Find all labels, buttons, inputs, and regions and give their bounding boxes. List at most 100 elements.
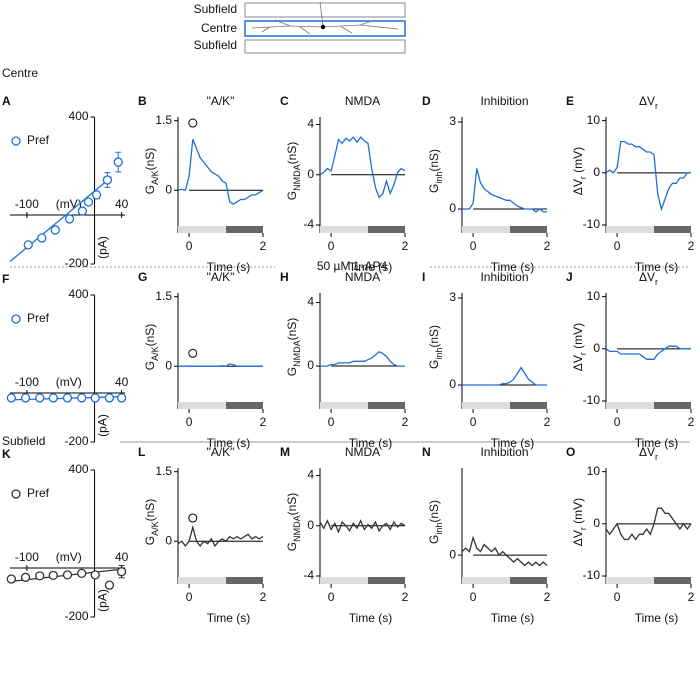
- x-tick-label: 2: [402, 415, 409, 429]
- trace: [605, 507, 692, 541]
- x-axis-label: Time (s): [207, 611, 251, 625]
- panel-letter: I: [422, 270, 425, 284]
- y-axis-label-part: G: [143, 185, 157, 194]
- legend-label: Pref: [27, 311, 50, 325]
- x-tick-label: 0: [328, 590, 335, 604]
- stimulus-bar: [606, 226, 691, 233]
- panel-letter: A: [2, 94, 11, 108]
- y-axis-label-part: ΔV: [571, 355, 585, 371]
- y-tick-label: 400: [69, 287, 89, 301]
- x-tick-label: -100: [15, 550, 39, 564]
- data-point: [35, 571, 45, 581]
- x-axis-label: Time (s): [491, 436, 535, 450]
- y-tick-label: -10: [583, 217, 601, 231]
- y-axis-label-part: (nS): [427, 500, 441, 523]
- x-tick-label: 2: [688, 415, 695, 429]
- trace: [605, 140, 691, 212]
- stimulus-bar: [462, 402, 547, 409]
- panel-letter: E: [566, 94, 574, 108]
- trace: [462, 366, 547, 386]
- y-axis-label-part: (mV): [571, 498, 585, 527]
- y-axis-label: (pA): [96, 589, 110, 612]
- y-axis-label-part: (nS): [143, 148, 157, 171]
- panel-title: Inhibition: [480, 445, 528, 459]
- y-tick-label: 0: [165, 358, 172, 372]
- x-tick-label: 2: [544, 590, 551, 604]
- data-point: [37, 233, 47, 243]
- y-axis-label-part: ΔV: [571, 530, 585, 546]
- stimulus-on: [226, 402, 263, 409]
- stimulus-on: [368, 226, 405, 233]
- trace: [605, 345, 691, 360]
- data-point: [6, 393, 17, 403]
- stimulus-on: [510, 577, 547, 584]
- y-tick-label: 400: [69, 109, 89, 123]
- stimulus-on: [654, 577, 691, 584]
- stimulus-bar: [320, 402, 405, 409]
- y-axis-label-part: (nS): [143, 324, 157, 347]
- y-tick-label: 0: [449, 201, 456, 215]
- stimulus-on: [510, 402, 547, 409]
- panel-letter: H: [280, 270, 289, 284]
- stimulus-bar: [320, 226, 405, 233]
- y-tick-label: 0: [165, 533, 172, 547]
- stimulus-bar: [462, 577, 547, 584]
- data-point: [91, 190, 102, 200]
- y-tick-label: 0: [307, 518, 314, 532]
- legend-marker: [11, 314, 21, 324]
- y-axis-label-part: G: [143, 361, 157, 370]
- stimulus-bar: [178, 577, 263, 584]
- x-tick-label: 2: [260, 239, 267, 253]
- legend-marker: [11, 136, 21, 146]
- data-point: [48, 393, 58, 403]
- x-tick-label: 40: [115, 375, 129, 389]
- soma: [320, 24, 326, 30]
- legend-label: Pref: [27, 133, 50, 147]
- stimulus-bar: [462, 226, 547, 233]
- y-tick-label: 1.5: [155, 464, 172, 478]
- x-axis-label: Time (s): [207, 436, 251, 450]
- stimulus-on: [368, 402, 405, 409]
- x-axis-label: Time (s): [635, 436, 679, 450]
- y-tick-label: 0: [307, 167, 314, 181]
- peak-marker: [188, 348, 198, 358]
- data-point: [102, 175, 113, 185]
- panel-letter: B: [138, 94, 147, 108]
- stimulus-on: [510, 226, 547, 233]
- x-tick-label: 0: [328, 415, 335, 429]
- section-title-part: -AP4: [360, 259, 387, 273]
- y-tick-label: 4: [307, 295, 314, 309]
- stimulus-on: [368, 577, 405, 584]
- y-axis-label-part: G: [427, 360, 441, 369]
- section-title-part: L: [354, 259, 361, 273]
- panel-title: NMDA: [345, 94, 380, 108]
- y-tick-label: 0: [165, 182, 172, 196]
- legend-label: Pref: [27, 486, 50, 500]
- panel-title: ΔVr: [639, 94, 658, 111]
- y-axis-label-part: inh: [434, 348, 444, 360]
- y-tick-label: 0: [593, 516, 600, 530]
- panel-letter: L: [138, 445, 145, 459]
- y-tick-label: 3: [449, 290, 456, 304]
- peak-marker: [188, 118, 198, 128]
- y-axis-label-part: G: [285, 191, 299, 200]
- data-point: [64, 214, 75, 224]
- x-tick-label: 0: [614, 415, 621, 429]
- x-tick-label: 0: [470, 590, 477, 604]
- peak-marker: [188, 513, 198, 523]
- panel-title-part: ΔV: [639, 270, 655, 284]
- panel-letter: G: [138, 270, 147, 284]
- trace: [462, 168, 547, 213]
- legend-marker: [11, 489, 21, 499]
- data-point: [62, 570, 73, 580]
- y-tick-label: -4: [303, 217, 314, 231]
- panel-title: "A/K": [207, 270, 235, 284]
- y-axis-label-part: A/K: [150, 346, 160, 361]
- data-point: [90, 393, 100, 403]
- x-axis-label: Time (s): [349, 611, 393, 625]
- section-title: 50 µM L-AP4: [317, 259, 388, 273]
- y-tick-label: 4: [307, 117, 314, 131]
- y-tick-label: 0: [307, 358, 314, 372]
- y-tick-label: -10: [583, 393, 601, 407]
